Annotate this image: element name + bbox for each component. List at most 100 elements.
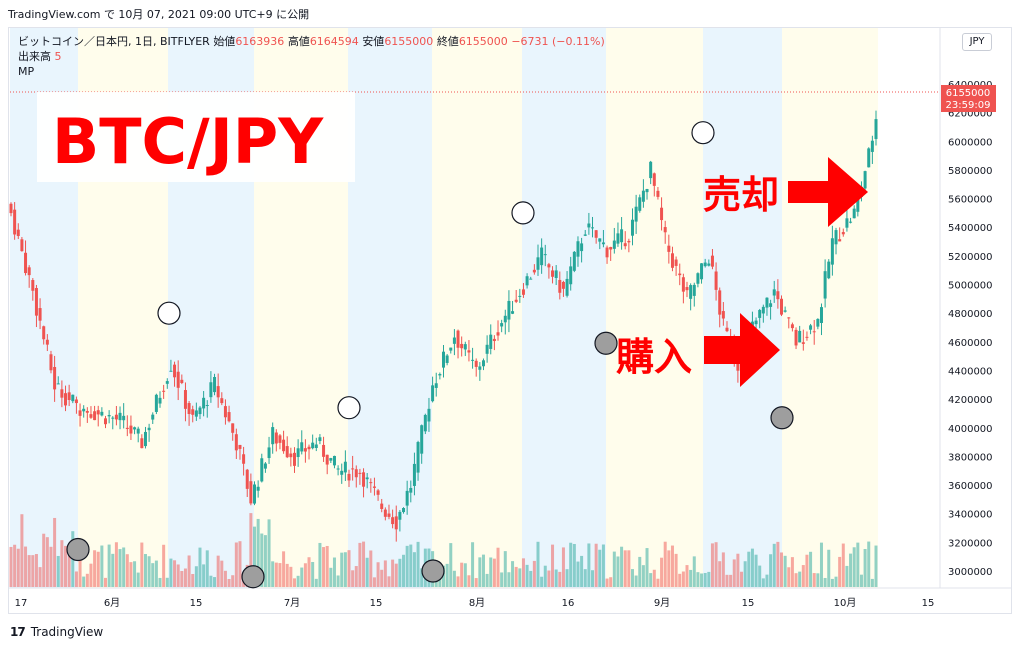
- candle: [409, 480, 413, 503]
- month-band: [782, 28, 878, 588]
- candle: [783, 306, 787, 313]
- candle: [16, 223, 20, 240]
- candle: [456, 329, 460, 359]
- candle: [707, 259, 711, 267]
- candle: [496, 320, 500, 341]
- candle: [721, 302, 725, 326]
- y-tick-label: 3600000: [948, 481, 993, 492]
- publish-info: TradingView.com で 10月 07, 2021 09:00 UTC…: [8, 8, 310, 21]
- volume-bar: [721, 552, 725, 587]
- x-tick-label: 8月: [469, 597, 485, 609]
- chart-frame[interactable]: [8, 27, 1012, 614]
- volume-bar: [870, 578, 874, 587]
- volume-bar: [521, 558, 525, 587]
- candle: [329, 457, 333, 463]
- volume-bar: [623, 550, 627, 587]
- volume-bar: [827, 549, 831, 587]
- volume-bar: [681, 571, 685, 587]
- month-band: [606, 28, 703, 588]
- candle: [56, 376, 60, 385]
- candle: [583, 229, 587, 237]
- candle: [9, 202, 13, 217]
- volume-bar: [289, 566, 293, 587]
- candle: [351, 455, 355, 481]
- volume-bar: [165, 577, 169, 587]
- candle: [841, 228, 845, 237]
- volume-bar: [434, 578, 438, 587]
- volume-bar: [805, 554, 809, 587]
- volume-bar: [634, 575, 638, 587]
- candle: [467, 340, 471, 362]
- sell-marker: [511, 201, 535, 225]
- volume-bar: [49, 546, 53, 587]
- volume-bar: [740, 571, 744, 587]
- volume-bar: [271, 561, 275, 587]
- candle: [107, 410, 111, 424]
- volume-bar: [478, 557, 482, 587]
- volume-bar: [67, 550, 71, 587]
- volume-bar: [612, 551, 616, 587]
- candle: [114, 405, 118, 426]
- candle: [558, 271, 562, 300]
- candle: [354, 465, 358, 488]
- candle: [812, 319, 816, 345]
- brand-name[interactable]: TradingView: [30, 625, 104, 639]
- volume-bar: [154, 560, 158, 587]
- volume-row: 出来高 5: [18, 49, 605, 64]
- candle: [340, 463, 344, 484]
- volume-bar: [670, 545, 674, 587]
- volume-bar: [518, 568, 522, 587]
- volume-bar: [710, 543, 714, 587]
- volume-bar: [627, 550, 631, 587]
- candle: [780, 295, 784, 317]
- volume-bar: [525, 564, 529, 587]
- sell-arrow-icon: [788, 157, 868, 227]
- mp-label: MP: [18, 65, 35, 78]
- volume-bar: [638, 556, 642, 587]
- candle: [532, 264, 536, 275]
- volume-bar: [801, 565, 805, 587]
- volume-bar: [587, 543, 591, 587]
- symbol-label[interactable]: ビットコイン／日本円, 1日, BITFLYER: [18, 35, 210, 48]
- volume-bar: [336, 575, 340, 587]
- volume-bar: [329, 567, 333, 587]
- volume-bar: [347, 550, 351, 587]
- volume-bar: [234, 542, 238, 587]
- candle: [71, 394, 75, 404]
- volume-bar: [402, 554, 406, 587]
- volume-bar: [362, 541, 366, 587]
- open-value: 6163936: [235, 35, 285, 48]
- volume-bar: [598, 549, 602, 587]
- volume-bar: [249, 513, 253, 587]
- volume-bar: [380, 569, 384, 587]
- volume-bar: [398, 558, 402, 587]
- candle: [223, 399, 227, 425]
- volume-bar: [34, 554, 38, 587]
- currency-button[interactable]: JPY: [962, 33, 992, 51]
- candle: [74, 396, 78, 414]
- volume-bar: [776, 541, 780, 587]
- high-label: 高値: [287, 35, 310, 48]
- candle: [362, 468, 366, 498]
- candle: [93, 405, 97, 421]
- candle: [169, 359, 173, 372]
- volume-bar: [736, 553, 740, 587]
- volume-bar: [354, 566, 358, 587]
- close-value: 6155000: [458, 35, 508, 48]
- volume-bar: [198, 547, 202, 587]
- candle: [645, 188, 649, 200]
- candle: [292, 447, 296, 473]
- candle: [162, 384, 166, 399]
- candle: [612, 227, 616, 254]
- month-band: [522, 28, 606, 588]
- high-value: 6164594: [309, 35, 359, 48]
- candle: [416, 440, 420, 481]
- volume-bar: [158, 577, 162, 587]
- candle: [322, 436, 326, 462]
- candle: [151, 412, 155, 424]
- candle: [609, 246, 613, 261]
- volume-bar: [103, 577, 107, 587]
- candle: [521, 283, 525, 298]
- volume-bar: [467, 575, 471, 587]
